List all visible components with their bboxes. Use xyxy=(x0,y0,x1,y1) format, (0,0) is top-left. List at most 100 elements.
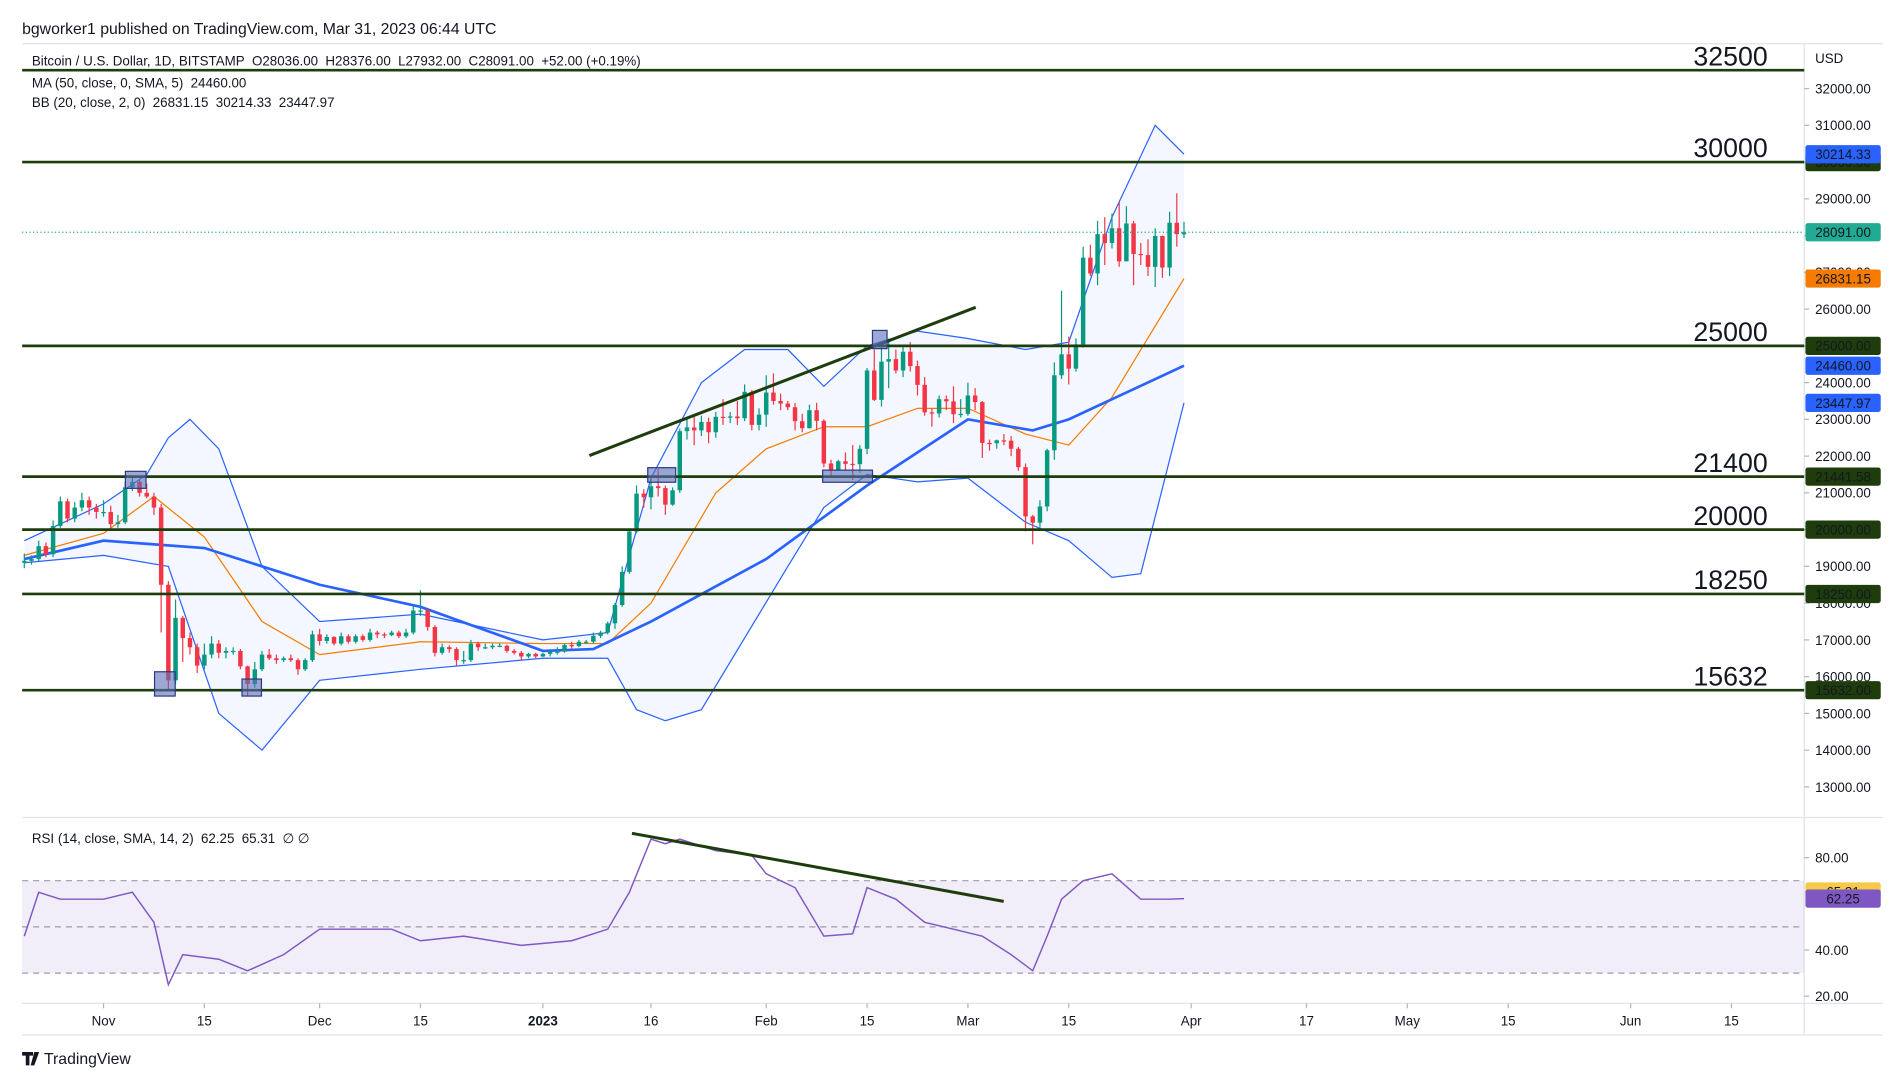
ma-value: 24460.00 xyxy=(191,75,247,90)
level-label: 30000 xyxy=(1693,133,1767,163)
price-tag xyxy=(1805,356,1881,375)
ohlc-key: C xyxy=(469,54,479,69)
y-tick-label: 21000.00 xyxy=(1815,486,1871,501)
candle-body xyxy=(447,647,452,650)
bb-value: 30214.33 xyxy=(216,95,272,110)
candle-body xyxy=(281,658,286,661)
candle-body xyxy=(886,359,891,362)
marker-box xyxy=(822,469,874,483)
candle-body xyxy=(511,650,517,653)
brand: TradingView xyxy=(44,1051,131,1068)
candle-body xyxy=(843,461,848,464)
x-tick-label: 2023 xyxy=(528,1013,558,1028)
candle-body xyxy=(1145,255,1151,267)
candle-body xyxy=(569,645,574,647)
ohlc-key: O xyxy=(252,54,262,69)
candle-body xyxy=(663,488,668,505)
candle-body xyxy=(807,410,812,429)
candle-body xyxy=(814,410,819,421)
candle-body xyxy=(403,632,409,637)
ohlc-value: 27932.00 xyxy=(406,54,462,69)
price-tag-label: 28091.00 xyxy=(1815,225,1871,240)
candle-body xyxy=(230,650,236,653)
y-tick-label: 17000.00 xyxy=(1815,633,1871,648)
x-tick-label: Apr xyxy=(1181,1013,1202,1028)
candle-body xyxy=(65,501,70,519)
candle-body xyxy=(634,493,639,532)
candle-body xyxy=(605,623,610,633)
candle-body xyxy=(490,645,495,648)
candle-body xyxy=(519,652,524,657)
y-tick-label: 23000.00 xyxy=(1815,412,1871,427)
price-tag xyxy=(1805,584,1881,604)
rsi-value: 62.25 xyxy=(201,831,234,846)
candle-body xyxy=(266,654,272,659)
bb-value: 23447.97 xyxy=(279,95,335,110)
candle-body xyxy=(411,610,416,633)
candle-body xyxy=(900,351,906,371)
candle-body xyxy=(864,370,870,449)
candle-body xyxy=(58,501,63,526)
price-tag xyxy=(1805,223,1881,242)
ohlc-value: 28036.00 xyxy=(262,54,318,69)
price-tag-label: 23447.97 xyxy=(1815,396,1871,411)
candle-body xyxy=(216,643,222,653)
x-tick-label: 15 xyxy=(860,1013,875,1028)
price-tag-label: 25000.00 xyxy=(1815,339,1871,354)
candle-body xyxy=(1095,234,1100,274)
candle-body xyxy=(180,617,185,639)
candle-body xyxy=(936,399,942,414)
ohlc-value: 28376.00 xyxy=(335,54,391,69)
candle-body xyxy=(43,546,49,555)
candle-body xyxy=(86,500,92,508)
logo xyxy=(22,1051,40,1066)
candle-body xyxy=(360,636,366,640)
candle-body xyxy=(209,643,214,655)
candle-body xyxy=(425,610,430,628)
candle-body xyxy=(944,399,949,402)
candle-body xyxy=(122,487,128,523)
candle-body xyxy=(144,492,149,497)
level-label: 18250 xyxy=(1693,565,1767,595)
candle-body xyxy=(339,636,344,644)
candle-body xyxy=(533,653,538,657)
candle-body xyxy=(223,650,229,653)
candle-body xyxy=(79,500,85,508)
annotations xyxy=(124,305,1004,903)
x-tick-label: Mar xyxy=(956,1013,980,1028)
candle-body xyxy=(72,507,77,519)
marker-box xyxy=(871,329,888,350)
price-tag xyxy=(1805,889,1881,908)
x-tick-label: 15 xyxy=(1724,1013,1739,1028)
candle-body xyxy=(648,486,654,498)
rsi-tick-label: 40.00 xyxy=(1815,943,1848,958)
candle-body xyxy=(274,658,279,661)
price-tag xyxy=(1805,336,1881,355)
y-tick-label: 29000.00 xyxy=(1815,192,1871,207)
ohlc-key: L xyxy=(398,54,405,69)
candle-body xyxy=(461,660,466,662)
candle-body xyxy=(1181,232,1187,235)
candle-body xyxy=(353,636,358,642)
candle-body xyxy=(1008,440,1014,449)
y-tick-label: 15000.00 xyxy=(1815,706,1871,721)
candle-body xyxy=(691,427,697,431)
candle-body xyxy=(720,416,726,419)
candle-body xyxy=(598,632,603,636)
x-tick-label: 15 xyxy=(1061,1013,1076,1028)
candle-body xyxy=(288,658,294,661)
candle-body xyxy=(497,645,502,647)
candle-body xyxy=(893,359,899,371)
candle-body xyxy=(367,632,373,640)
rsi-tick-label: 80.00 xyxy=(1815,850,1848,865)
candle-body xyxy=(872,370,877,400)
x-tick-label: Jun xyxy=(1620,1013,1642,1028)
publisher: bgworker1 published on TradingView.com, … xyxy=(22,21,496,38)
candle-body xyxy=(742,391,747,419)
candle-body xyxy=(1152,235,1158,267)
marker-box xyxy=(124,470,147,489)
candle-body xyxy=(302,660,308,670)
candle-body xyxy=(1044,450,1050,507)
candle-body xyxy=(778,400,783,404)
candle-body xyxy=(439,647,445,653)
